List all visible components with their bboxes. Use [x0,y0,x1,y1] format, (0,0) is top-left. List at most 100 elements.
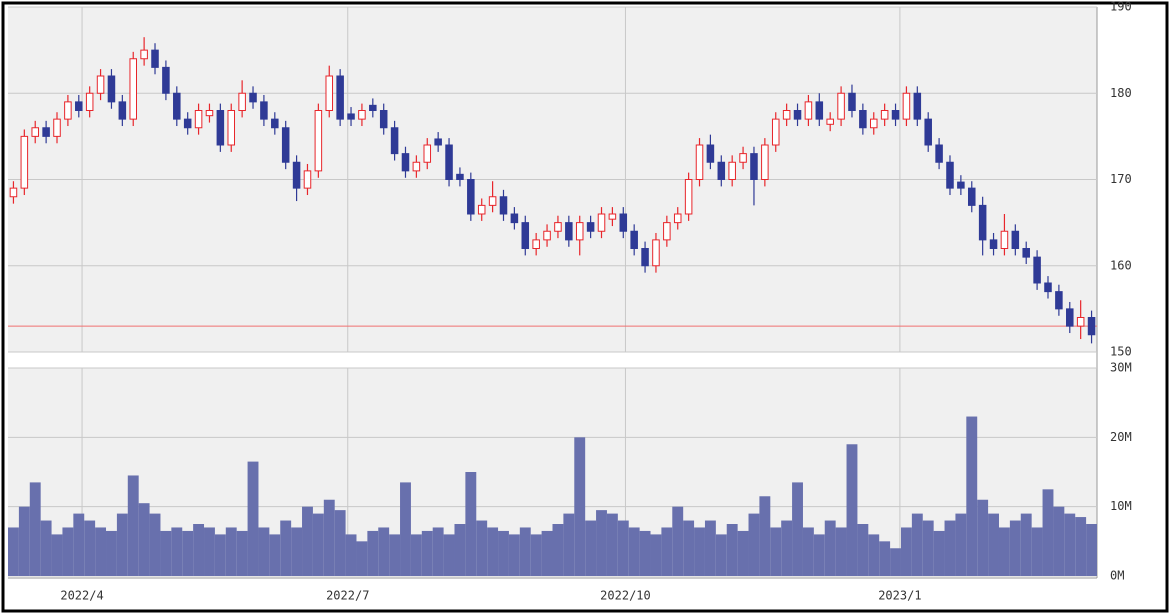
candle-body [771,118,780,146]
candle-body [575,222,584,241]
volume-bar [487,527,499,576]
volume-bar [661,527,673,576]
candle-body [118,101,127,120]
candle-body [412,161,421,172]
volume-bar [715,534,727,576]
candle-body [292,161,301,189]
volume-bar [182,530,194,576]
volume-bar [563,513,575,576]
candle-body [173,92,181,120]
candle-body [880,110,889,120]
volume-bar [84,520,96,576]
volume-bar [966,416,978,576]
volume-bar [40,520,52,576]
candle-body [434,138,442,146]
volume-bar [280,520,292,576]
candle-body [815,101,824,120]
volume-bar [813,534,825,576]
candle-body [717,161,726,180]
y-tick-label: 30M [1110,361,1132,375]
candle-body [249,92,257,103]
volume-bar [650,534,662,576]
volume-bar [596,510,607,576]
volume-bar [73,513,85,576]
candle-body [782,110,791,120]
candle-body [303,170,312,189]
volume-bar [334,510,346,576]
volume-bar [585,520,597,576]
volume-bar [890,548,901,576]
candle-body [978,204,987,241]
volume-bar [998,527,1010,576]
volume-bar [160,530,172,576]
volume-bar [530,534,542,576]
candle-body [641,248,649,267]
volume-bar [1031,527,1043,576]
candle-body [1000,230,1009,249]
candle-body [325,75,334,111]
y-tick-label: 150 [1110,345,1132,359]
volume-bar [389,534,401,576]
x-tick-label: 2022/10 [600,589,651,603]
volume-bar [204,527,215,576]
candle-body [684,179,693,215]
volume-bar [748,513,760,576]
volume-bar [302,506,313,576]
volume-bar [1042,489,1054,576]
candle-body [456,173,464,180]
volume-bar [269,534,281,576]
volume-bar [726,524,738,576]
candle-body [695,144,704,180]
candle-body [510,213,519,224]
volume-bar [476,520,488,576]
y-tick-label: 190 [1110,0,1132,14]
volume-bar [432,527,444,576]
candle-body [761,144,769,180]
candle-body [162,66,170,94]
volume-bar [378,527,390,576]
volume-bar [367,530,379,576]
candle-body [238,92,246,111]
candle-body [532,239,540,249]
volume-bar [770,527,782,576]
candle-body [467,179,475,215]
volume-bar [519,527,531,576]
volume-bar [498,530,509,576]
candle-body [53,118,61,137]
candle-body [946,161,954,189]
candle-body [826,118,834,125]
volume-bar [1053,506,1065,576]
volume-bar [737,530,749,576]
volume-bar [410,534,422,576]
candle-body [390,127,399,155]
candle-body [913,92,922,120]
volume-bar [792,482,803,576]
volume-bar [443,534,455,576]
candle-body [739,153,747,163]
candle-body [804,101,813,120]
candle-body [314,110,323,172]
volume-bar [400,482,411,576]
candle-body [96,75,105,94]
candle-body [85,92,94,111]
candle-body [1055,291,1063,310]
volume-bar [421,530,433,576]
candle-body [9,187,18,198]
x-tick-label: 2022/7 [326,589,369,603]
volume-bar [214,534,226,576]
candle-body [957,181,965,189]
candle-body [379,110,388,129]
candle-body [183,118,192,129]
volume-bar [802,527,814,576]
volume-bar [574,437,586,576]
volume-bar [62,527,74,576]
candle-body [935,144,943,163]
candle-body [347,113,355,120]
candle-body [1044,282,1052,293]
candle-body [20,135,29,189]
volume-bar [193,524,205,576]
volume-bar [606,513,618,576]
candle-body [107,75,116,103]
candle-body [42,127,50,137]
